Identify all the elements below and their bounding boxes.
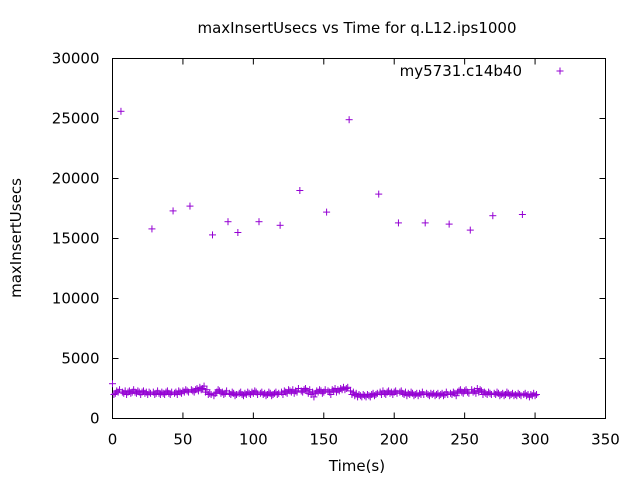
plot-frame [112,58,606,419]
x-tick-label: 200 [380,431,409,449]
data-point [493,388,501,396]
data-point [518,211,526,218]
data-point [345,116,353,124]
y-tick-label: 10000 [52,290,100,308]
axis-ticks [112,58,606,419]
data-point [440,392,448,400]
x-tick-label: 0 [108,431,118,449]
data-point [228,388,236,396]
data-point [327,391,335,398]
data-point [110,391,118,398]
x-tick-label: 350 [591,431,620,449]
data-point [532,391,540,398]
data-point [375,190,383,198]
y-tick-labels: 0 5000 10000 15000 20000 25000 30000 [52,50,100,428]
data-point [296,187,304,194]
data-point [209,231,217,239]
y-tick-label: 15000 [52,230,100,248]
data-point [318,389,326,397]
data-point [251,387,259,395]
data-point [323,208,331,216]
data-point [489,212,497,220]
data-point [117,107,125,115]
data-point [214,386,222,394]
legend-label: my5731.c14b40 [400,62,522,80]
data-point [394,219,402,227]
data-point [109,380,116,388]
data-point [200,382,208,390]
x-tick-label: 300 [521,431,550,449]
legend-marker [556,67,564,75]
data-point [231,392,239,400]
data-point [224,218,232,226]
chart-title: maxInsertUsecs vs Time for q.L12.ips1000 [197,19,516,37]
x-axis-label: Time(s) [328,457,385,475]
y-tick-label: 20000 [52,170,100,188]
x-tick-labels: 0 50 100 150 200 250 300 350 [108,431,620,449]
y-axis-label: maxInsertUsecs [7,178,25,298]
data-point [503,388,511,396]
x-tick-label: 50 [173,431,192,449]
data-point [220,391,228,398]
x-tick-label: 100 [239,431,268,449]
x-tick-label: 150 [309,431,338,449]
data-point [186,202,194,210]
data-point [203,386,211,394]
data-point [148,225,156,233]
y-tick-label: 5000 [61,350,99,368]
data-point [452,392,460,400]
data-point [476,386,484,394]
data-point [255,218,263,226]
y-tick-label: 30000 [52,50,100,68]
data-point [421,219,429,227]
data-point [531,392,539,400]
x-tick-label: 250 [450,431,479,449]
data-point [276,221,284,229]
data-point [310,393,318,401]
data-point [342,385,350,392]
data-point [466,226,474,234]
data-point [407,388,415,396]
data-points [109,107,540,401]
data-point [169,207,177,215]
y-tick-label: 25000 [52,110,100,128]
legend: my5731.c14b40 [400,62,564,80]
y-tick-label: 0 [90,410,100,428]
data-point [445,220,453,228]
data-point [265,388,273,396]
data-point [344,383,352,391]
data-point [234,229,242,236]
data-point [465,389,473,397]
